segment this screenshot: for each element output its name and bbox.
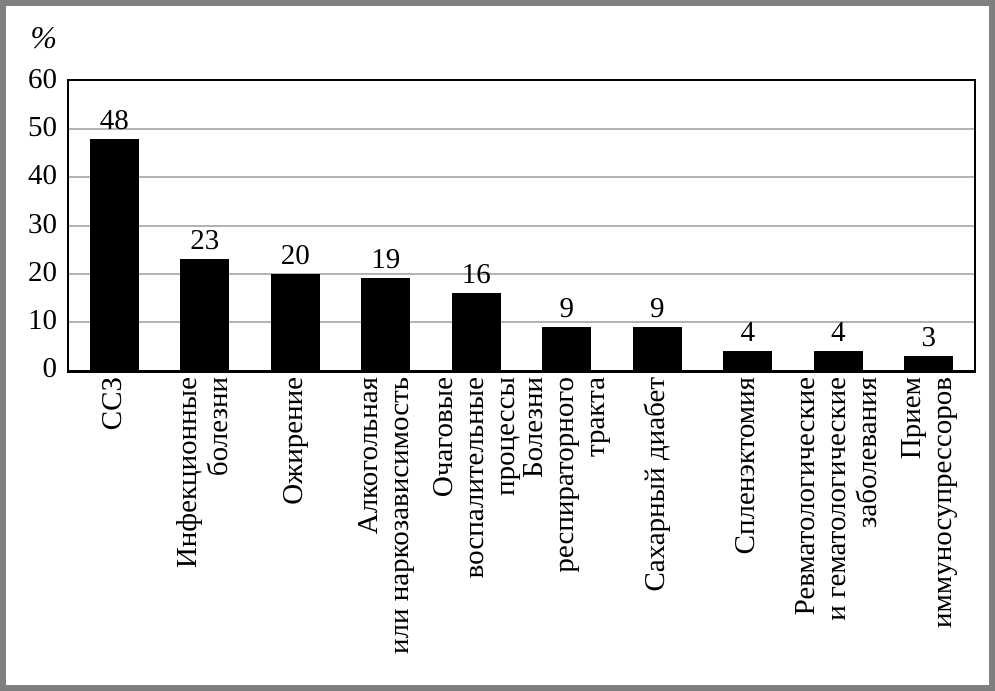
gridline xyxy=(69,272,974,275)
x-category-label: Алкогольная или наркозависимость xyxy=(351,377,415,677)
x-category-label-line: Сахарный диабет xyxy=(638,377,671,592)
bar-value-label: 19 xyxy=(371,243,401,276)
x-category-label: Прием иммуносупрессоров xyxy=(894,377,958,677)
bar xyxy=(451,292,501,370)
bar xyxy=(813,350,863,370)
bar xyxy=(180,259,230,370)
x-category-label-line: иммуносупрессоров xyxy=(925,377,958,629)
x-category-label-line: Инфекционные xyxy=(170,377,203,569)
x-category-label: Спленэктомия xyxy=(729,377,762,677)
x-category-label-line: Спленэктомия xyxy=(729,377,762,555)
x-category-label-line: респираторного xyxy=(548,377,581,573)
y-tick-label: 10 xyxy=(28,303,57,336)
x-category-label-line: Ожирение xyxy=(276,377,309,505)
bar xyxy=(89,138,139,370)
bar-value-label: 20 xyxy=(280,238,310,271)
bar-value-label: 3 xyxy=(921,320,937,353)
bar xyxy=(632,326,682,370)
gridline xyxy=(69,320,974,323)
gridline xyxy=(69,224,974,227)
x-category-label: Инфекционные болезни xyxy=(170,377,234,677)
bar-value-label: 4 xyxy=(740,315,756,348)
x-category-label: Сахарный диабет xyxy=(638,377,671,677)
gridline xyxy=(69,176,974,179)
bar-value-label: 9 xyxy=(650,291,665,324)
bar xyxy=(270,273,320,370)
bar-value-label: 16 xyxy=(461,257,491,290)
x-category-label-line: Очаговые xyxy=(426,377,459,498)
x-category-label-line: болезни xyxy=(201,377,234,477)
bar xyxy=(904,355,954,370)
x-category-label-line: Болезни xyxy=(517,377,550,478)
y-tick-label: 0 xyxy=(42,352,58,384)
bar-value-label: 9 xyxy=(559,291,575,324)
bar xyxy=(361,278,411,370)
gridline xyxy=(69,128,974,131)
x-category-label-line: и гематологические xyxy=(819,377,852,621)
plot-area: 48 23 20 19 16 9 9 4 4 3 xyxy=(67,79,976,373)
y-tick-label: 50 xyxy=(28,111,57,144)
x-category-label-line: Алкогольная xyxy=(351,377,384,535)
y-tick-label: 20 xyxy=(28,255,57,288)
bar xyxy=(542,326,592,370)
bar xyxy=(723,350,773,370)
x-category-label-line: тракта xyxy=(579,377,612,458)
x-category-label-line: заболевания xyxy=(850,377,883,529)
x-category-label: Ревматологические и гематологические забол… xyxy=(788,377,883,677)
x-category-label-line: воспалительные xyxy=(457,377,490,579)
y-axis-unit-label: % xyxy=(30,19,57,55)
y-tick-label: 30 xyxy=(28,207,57,240)
x-category-label: ССЗ xyxy=(95,377,128,677)
x-category-label-line: Ревматологические xyxy=(788,377,821,616)
y-tick-label: 60 xyxy=(28,63,57,95)
x-category-label-line: или наркозависимость xyxy=(382,377,415,655)
x-category-label-line: Прием xyxy=(894,377,927,460)
bar-value-label: 48 xyxy=(99,103,129,136)
y-tick-label: 40 xyxy=(28,159,57,192)
x-category-label: Ожирение xyxy=(276,377,309,677)
x-category-label: Болезни респираторного тракта xyxy=(517,377,612,677)
x-category-label-line: ССЗ xyxy=(95,377,128,431)
x-category-label: Очаговые воспалительные процессы xyxy=(426,377,521,677)
bar-value-label: 23 xyxy=(190,224,220,257)
bar-value-label: 4 xyxy=(831,315,846,348)
